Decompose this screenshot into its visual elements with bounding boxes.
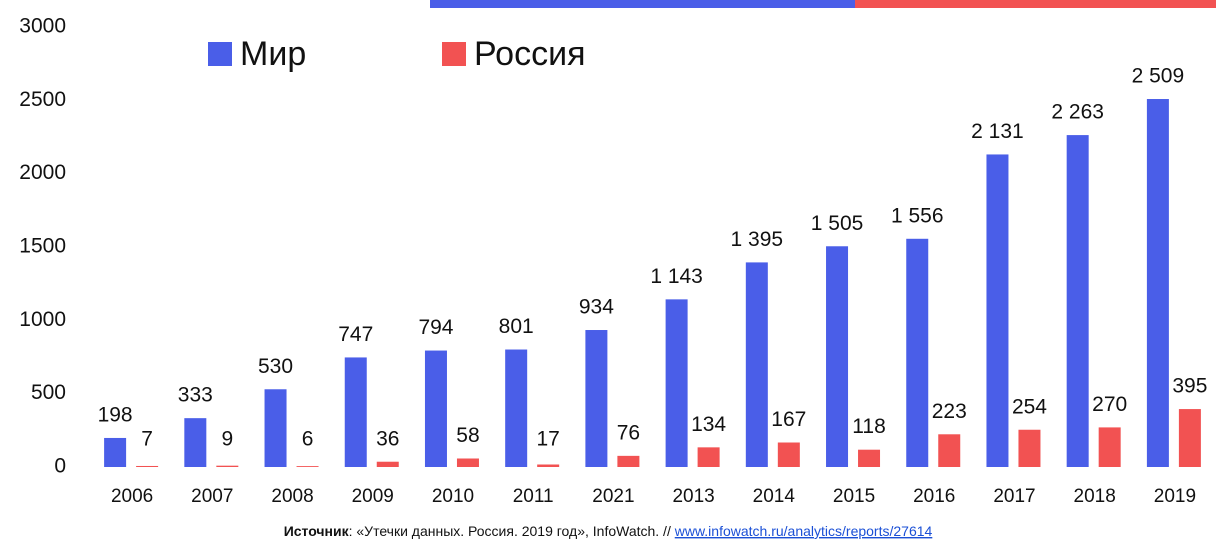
bar [697,447,720,467]
data-label: 6 [302,428,314,451]
data-label: 9 [221,428,233,451]
data-label: 17 [536,428,559,451]
data-label: 198 [98,404,133,427]
x-tick-label: 2014 [753,486,796,507]
data-label: 934 [579,296,614,319]
data-label: 2 263 [1051,101,1104,124]
legend-label: Мир [240,35,306,73]
bar [296,466,319,467]
x-tick-label: 2019 [1154,486,1196,507]
data-label: 530 [258,355,293,378]
x-tick-label: 2016 [913,486,955,507]
x-tick-label: 2010 [432,486,474,507]
data-label: 1 395 [731,228,784,251]
x-tick-label: 2007 [191,486,233,507]
bar [537,464,560,467]
data-label: 747 [338,323,373,346]
bar [777,442,800,467]
data-label: 1 505 [811,212,864,235]
bar [1178,409,1201,467]
legend-label: Россия [474,35,586,73]
bar [986,154,1009,467]
bar [505,349,528,467]
bar [1146,99,1169,467]
data-label: 1 556 [891,204,944,227]
bar [456,458,479,467]
data-label: 801 [499,315,534,338]
bar [617,455,640,467]
x-tick-label: 2015 [833,486,875,507]
y-tick-label: 1000 [19,308,66,331]
y-tick-label: 2000 [19,161,66,184]
source-link[interactable]: www.infowatch.ru/analytics/reports/27614 [674,523,933,539]
x-tick-label: 2013 [672,486,714,507]
data-label: 118 [852,415,885,438]
data-label: 254 [1012,395,1047,418]
bar [858,449,881,467]
bar [585,330,608,467]
data-label: 270 [1092,393,1127,416]
data-label: 395 [1172,375,1207,398]
x-tick-label: 2017 [993,486,1035,507]
x-tick-label: 2011 [513,486,554,507]
bar [1098,427,1121,467]
data-label: 76 [617,421,640,444]
data-label: 7 [141,428,153,451]
data-label: 36 [376,427,399,450]
bar [136,465,159,467]
bar [826,246,849,467]
source-label: Источник [284,523,350,539]
data-label: 223 [932,400,967,423]
y-tick-label: 1500 [19,235,66,258]
bar [745,262,768,467]
bar [1066,135,1089,468]
bar [344,357,367,467]
data-label: 1 143 [650,265,703,288]
source-text: : «Утечки данных. Россия. 2019 год», Inf… [349,523,675,539]
source: Источник: «Утечки данных. Россия. 2019 г… [284,523,933,539]
data-label: 167 [771,408,806,431]
bar [264,389,287,467]
legend-swatch [208,42,232,66]
data-label: 58 [456,424,479,447]
y-tick-label: 0 [54,455,66,478]
top-band-red [855,0,1216,8]
x-tick-label: 2008 [271,486,313,507]
x-tick-label: 2006 [111,486,153,507]
bar [938,434,961,467]
bar [376,461,399,467]
bar [1018,429,1041,467]
x-tick-label: 2009 [352,486,394,507]
legend-swatch [442,42,466,66]
bar [424,350,447,467]
data-label: 333 [178,384,213,407]
data-label: 2 509 [1132,65,1185,88]
bar [906,238,929,467]
data-label: 2 131 [971,120,1024,143]
bar [665,299,688,467]
bar [184,418,207,467]
y-tick-label: 3000 [19,15,66,38]
x-tick-label: 2018 [1074,486,1116,507]
x-tick-label: 2021 [592,486,634,507]
data-label: 134 [691,413,726,436]
data-label: 794 [418,316,453,339]
top-band-blue [430,0,855,8]
y-tick-label: 2500 [19,88,66,111]
bar [104,437,127,467]
bar [216,465,239,467]
y-tick-label: 500 [31,381,66,404]
